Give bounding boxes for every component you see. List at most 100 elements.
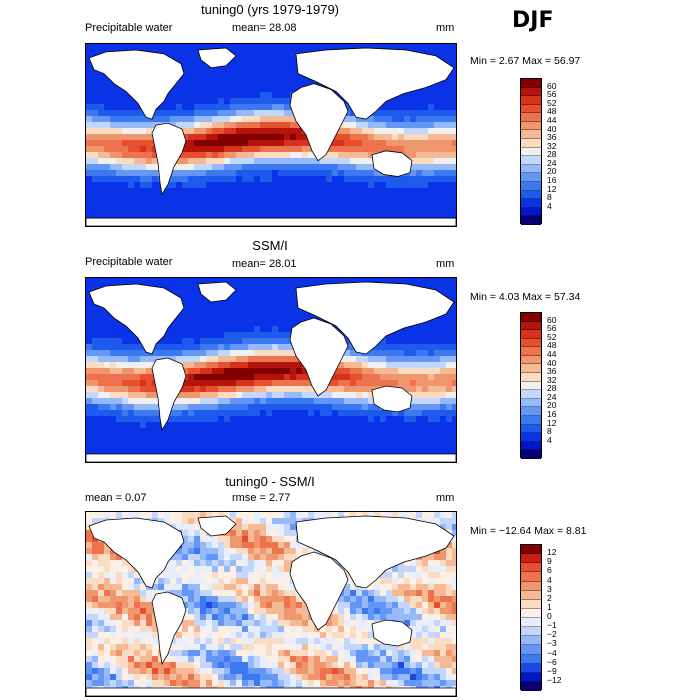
- field-cell: [152, 170, 159, 177]
- field-cell: [380, 578, 387, 585]
- field-cell: [158, 200, 165, 207]
- field-cell: [404, 440, 411, 447]
- field-cell: [344, 122, 351, 129]
- field-cell: [392, 596, 399, 603]
- field-cell: [200, 170, 207, 177]
- field-cell: [110, 344, 117, 351]
- field-cell: [218, 188, 225, 195]
- units-label: mm: [436, 258, 455, 270]
- field-cell: [410, 326, 417, 333]
- field-cell: [422, 392, 429, 399]
- field-cell: [380, 368, 387, 375]
- field-cell: [158, 206, 165, 213]
- field-cell: [86, 326, 93, 333]
- field-cell: [110, 182, 117, 189]
- field-cell: [248, 200, 255, 207]
- field-cell: [392, 590, 399, 597]
- field-cell: [116, 152, 123, 159]
- field-cell: [266, 596, 273, 603]
- field-cell: [362, 446, 369, 453]
- field-cell: [452, 596, 456, 603]
- field-cell: [206, 356, 213, 363]
- field-cell: [422, 152, 429, 159]
- field-cell: [194, 524, 201, 531]
- field-cell: [128, 350, 135, 357]
- field-cell: [398, 134, 405, 141]
- field-cell: [194, 140, 201, 147]
- field-cell: [380, 212, 387, 219]
- field-cell: [362, 188, 369, 195]
- field-cell: [86, 104, 93, 111]
- field-cell: [410, 344, 417, 351]
- field-cell: [200, 332, 207, 339]
- field-cell: [254, 338, 261, 345]
- field-cell: [98, 560, 105, 567]
- field-cell: [104, 548, 111, 555]
- field-cell: [446, 176, 453, 183]
- field-cell: [272, 368, 279, 375]
- field-cell: [92, 320, 99, 327]
- field-cell: [98, 188, 105, 195]
- field-cell: [230, 410, 237, 417]
- field-cell: [446, 134, 453, 141]
- field-cell: [116, 608, 123, 615]
- field-cell: [122, 380, 129, 387]
- field-cell: [146, 146, 153, 153]
- field-cell: [104, 332, 111, 339]
- field-cell: [392, 344, 399, 351]
- field-cell: [302, 512, 309, 519]
- field-cell: [278, 530, 285, 537]
- field-cell: [278, 122, 285, 129]
- field-cell: [200, 596, 207, 603]
- field-cell: [452, 518, 456, 525]
- field-cell: [86, 590, 93, 597]
- field-cell: [110, 362, 117, 369]
- field-cell: [128, 176, 135, 183]
- field-cell: [230, 590, 237, 597]
- field-cell: [188, 284, 195, 291]
- field-cell: [242, 380, 249, 387]
- field-cell: [404, 362, 411, 369]
- field-cell: [128, 362, 135, 369]
- field-cell: [266, 56, 273, 63]
- field-cell: [272, 542, 279, 549]
- field-cell: [98, 518, 105, 525]
- field-cell: [152, 350, 159, 357]
- field-cell: [254, 572, 261, 579]
- field-cell: [404, 584, 411, 591]
- field-cell: [86, 122, 93, 129]
- field-cell: [134, 188, 141, 195]
- field-cell: [392, 602, 399, 609]
- field-cell: [356, 596, 363, 603]
- field-cell: [380, 596, 387, 603]
- field-cell: [92, 608, 99, 615]
- field-cell: [284, 296, 291, 303]
- field-cell: [452, 530, 456, 537]
- field-cell: [446, 146, 453, 153]
- field-cell: [368, 176, 375, 183]
- field-cell: [146, 176, 153, 183]
- field-cell: [278, 284, 285, 291]
- field-cell: [170, 110, 177, 117]
- field-cell: [242, 608, 249, 615]
- field-cell: [170, 284, 177, 291]
- field-cell: [284, 344, 291, 351]
- field-cell: [176, 584, 183, 591]
- field-cell: [206, 422, 213, 429]
- field-cell: [236, 140, 243, 147]
- field-cell: [362, 182, 369, 189]
- field-cell: [200, 164, 207, 171]
- field-cell: [314, 440, 321, 447]
- field-cell: [218, 578, 225, 585]
- field-cell: [176, 326, 183, 333]
- field-cell: [368, 200, 375, 207]
- field-cell: [194, 182, 201, 189]
- field-cell: [290, 134, 297, 141]
- field-cell: [86, 608, 93, 615]
- field-cell: [116, 278, 123, 285]
- field-cell: [212, 326, 219, 333]
- field-cell: [242, 590, 249, 597]
- field-cell: [212, 560, 219, 567]
- field-cell: [434, 446, 441, 453]
- field-cell: [344, 428, 351, 435]
